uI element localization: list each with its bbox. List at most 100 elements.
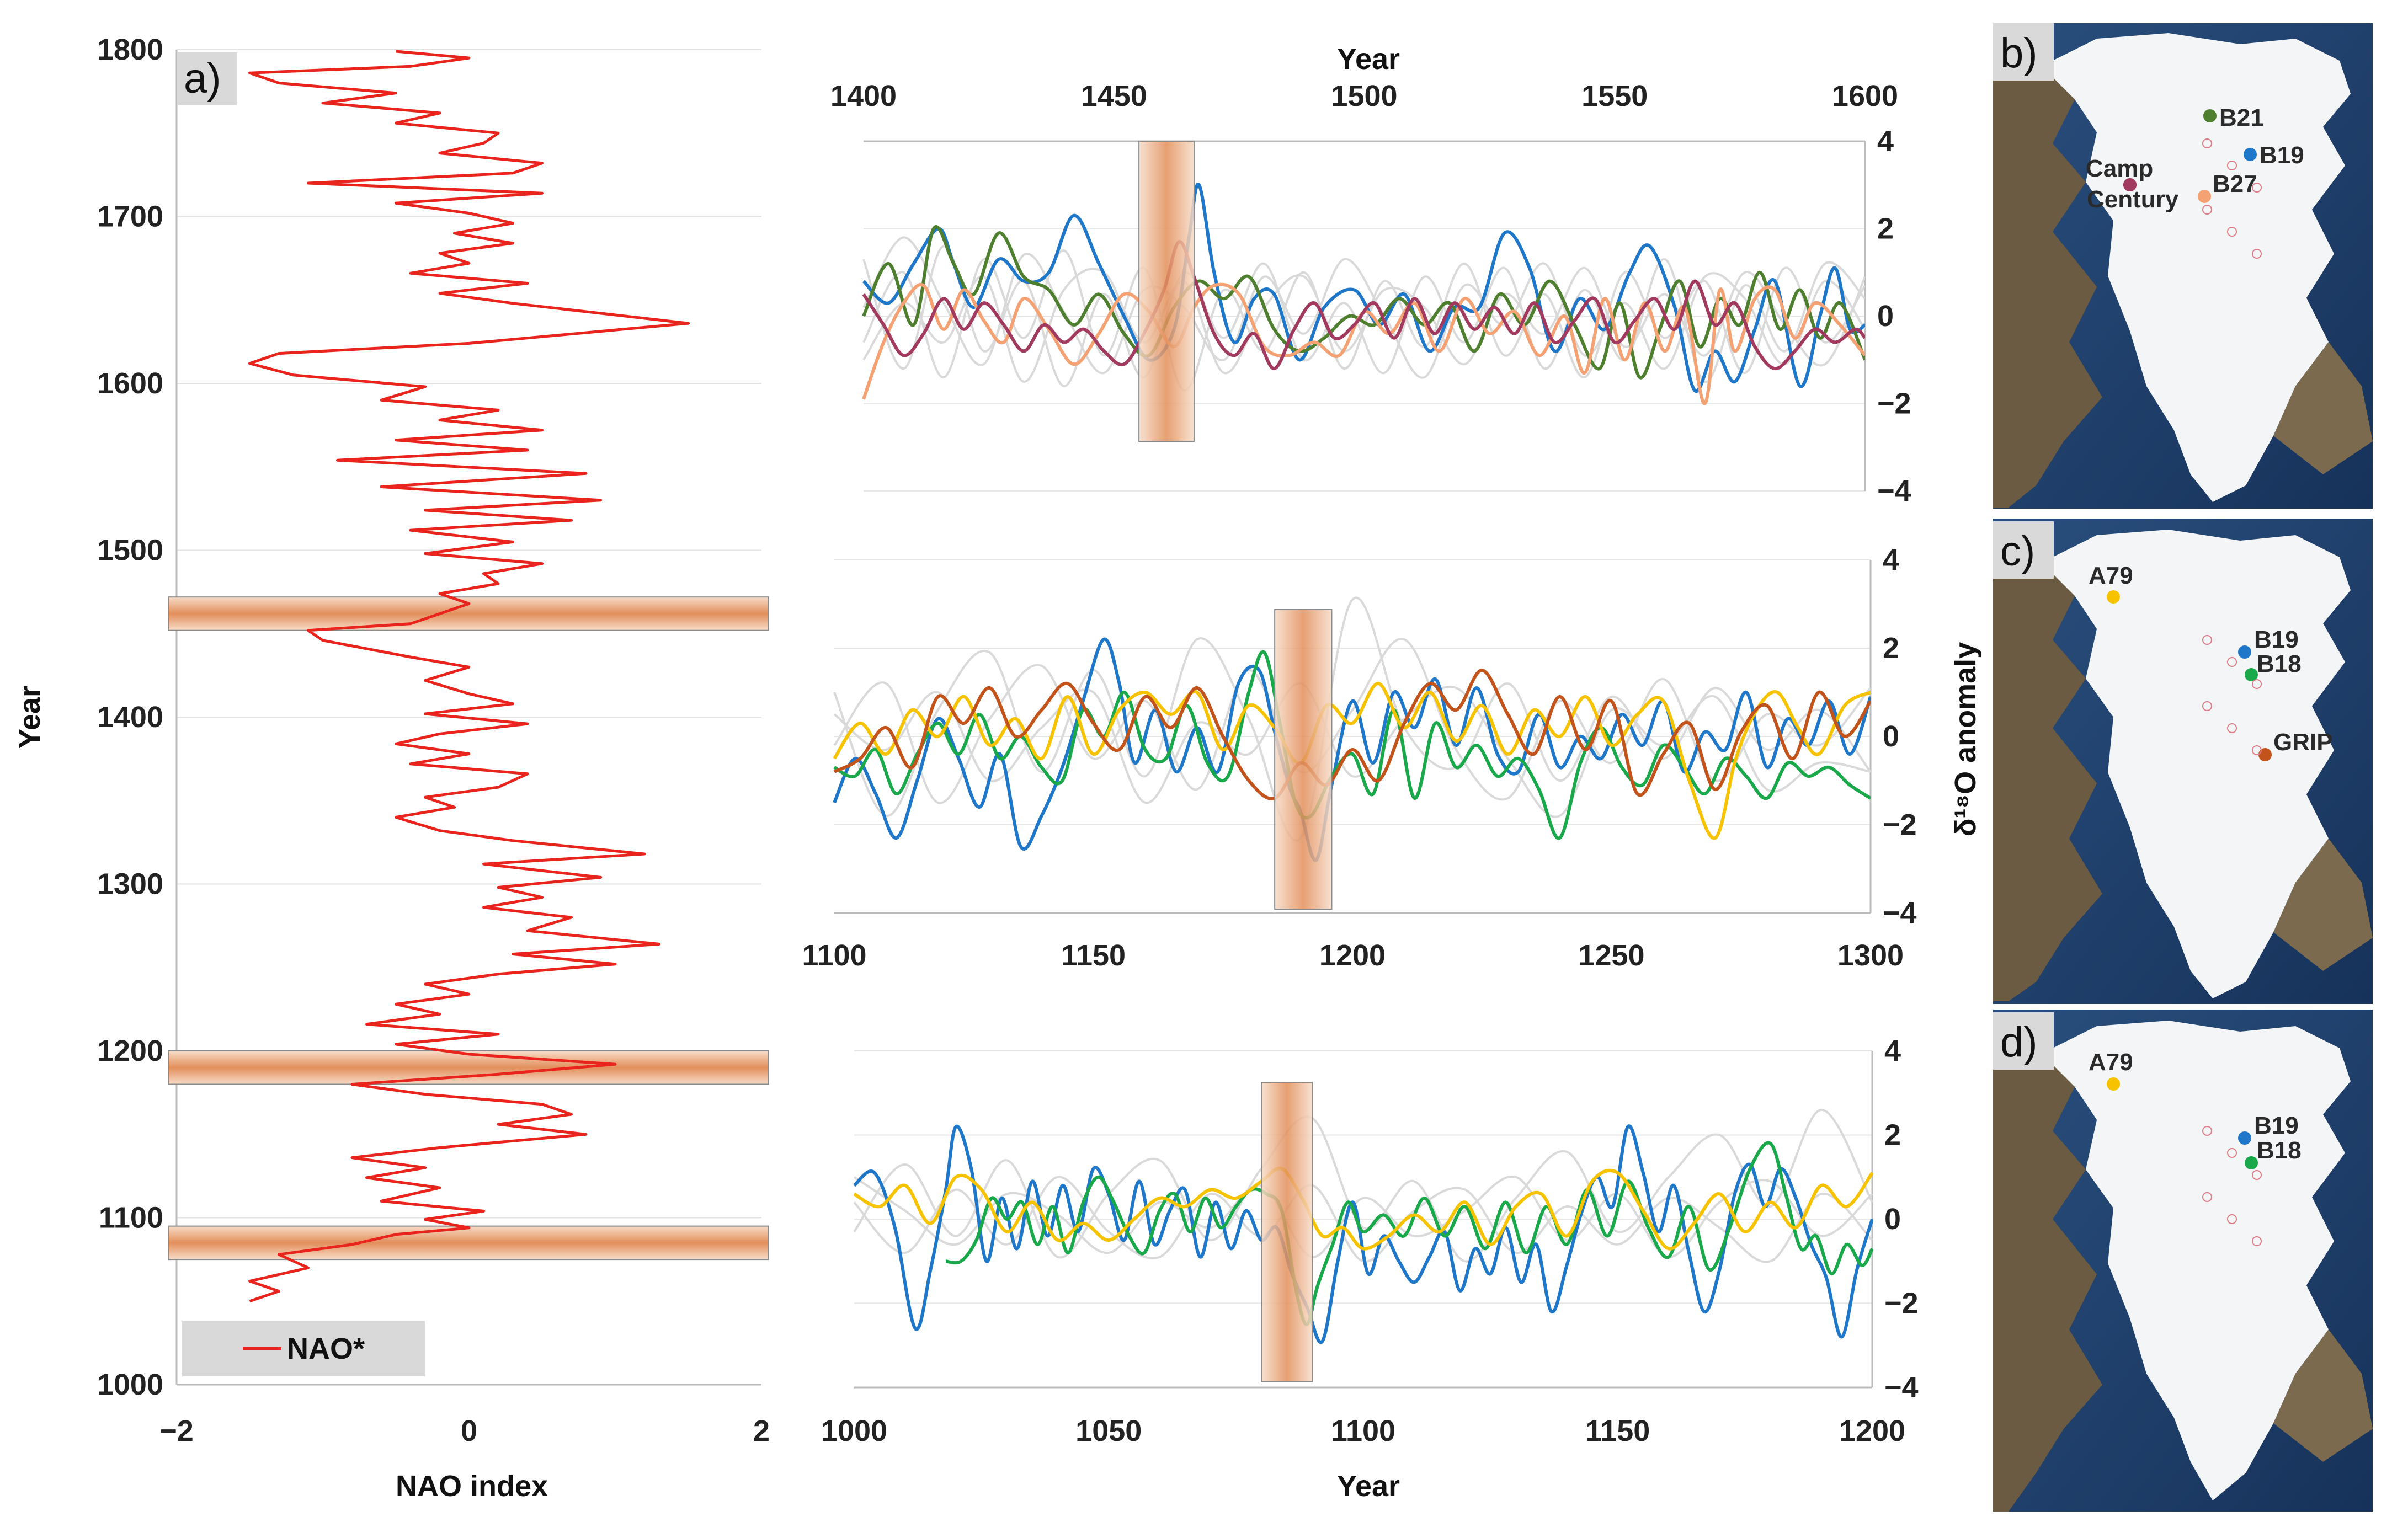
panel-b-highlight (1138, 141, 1195, 442)
drill-site-marker (2202, 1192, 2212, 1202)
map-b-land-west (1993, 61, 2102, 508)
drill-site-marker (2227, 1214, 2237, 1224)
panel-d-x-tick-label: 1100 (1331, 1414, 1395, 1448)
nao-legend-box (182, 1321, 425, 1376)
panel-c-y-tick-label: 2 (1883, 632, 1899, 665)
nao-x-axis-title: NAO index (396, 1470, 548, 1503)
drill-site-marker (2252, 249, 2262, 259)
nao-legend-label: NAO* (287, 1332, 365, 1365)
panel-a-label-box (177, 52, 237, 105)
panel-d-series (853, 1108, 1873, 1344)
nao-y-tick-label: 1100 (99, 1201, 163, 1235)
ensemble-series-line (853, 1108, 1873, 1263)
panel-d-highlight (1261, 1082, 1313, 1382)
panel-d-x-tick-label: 1150 (1585, 1414, 1650, 1448)
site-marker (2107, 590, 2120, 604)
series-line-b21 (862, 225, 1865, 380)
panel-c-x-tick-label: 1100 (802, 939, 866, 972)
drill-site-marker (2202, 635, 2212, 645)
site-marker (2238, 645, 2251, 659)
panel-d-label-box (1993, 1012, 2054, 1070)
drill-site-marker (2227, 161, 2237, 170)
site-marker (2107, 1077, 2120, 1091)
drill-site-marker (2252, 745, 2262, 755)
site-marker (2198, 190, 2211, 203)
map-d-land-west (1993, 1048, 2102, 1512)
panel-b-highlight-band (1138, 141, 1195, 442)
panel-b-label-box (1993, 23, 2054, 81)
nao-highlight-bands (168, 596, 769, 1261)
site-label: A79 (2089, 1049, 2133, 1076)
panel-c-tick-labels: −4 −2 0 2 4 1100 1150 1200 1250 1300 (802, 543, 1916, 972)
panel-b-y-tick-label: −2 (1877, 387, 1911, 420)
nao-y-tick-label: 1000 (97, 1368, 163, 1401)
panel-c-chart: −4 −2 0 2 4 1100 1150 1200 1250 1300 δ¹⁸O anomaly (802, 543, 1982, 972)
panel-b-tick-labels: −4 −2 0 2 4 1400 1450 1500 1550 1600 (830, 79, 1911, 508)
map-b-coast (2273, 342, 2373, 474)
drill-site-marker (2202, 138, 2212, 148)
series-line-b27 (862, 282, 1865, 405)
series-line-b19 (853, 1124, 1873, 1344)
nao-highlight-band (168, 1050, 769, 1085)
drill-site-marker (2252, 183, 2262, 193)
panel-c-x-tick-label: 1300 (1837, 939, 1904, 972)
site-label: B21 (2219, 104, 2264, 131)
panel-d-highlight-band (1261, 1082, 1313, 1382)
panel-b-series (862, 183, 1865, 405)
panel-d-tick-labels: −4 −2 0 2 4 1000 1050 1100 1150 1200 (821, 1034, 1919, 1448)
panel-b-x-tick-label: 1450 (1081, 79, 1147, 113)
site-label: B19 (2254, 1112, 2299, 1139)
ensemble-series-line (862, 249, 1865, 392)
panel-d-x-tick-label: 1200 (1839, 1414, 1905, 1448)
panel-c-x-tick-label: 1200 (1319, 939, 1386, 972)
nao-x-tick-label: −2 (159, 1414, 194, 1448)
drill-site-marker (2252, 1236, 2262, 1246)
delta-o18-axis-title: δ¹⁸O anomaly (1949, 642, 1982, 836)
map-d-coast (2273, 1329, 2373, 1462)
panel-c-highlight-band (1274, 609, 1333, 910)
site-label: Century (2087, 186, 2179, 213)
panel-b-y-tick-label: 2 (1877, 212, 1894, 245)
panel-d-y-tick-label: 0 (1884, 1203, 1901, 1236)
panel-b-y-tick-label: 0 (1877, 300, 1894, 333)
site-marker (2238, 1131, 2251, 1145)
panel-c-series (833, 596, 1871, 862)
site-marker (2258, 748, 2272, 761)
panel-c-x-tick-label: 1250 (1578, 939, 1644, 972)
series-line-a79 (833, 682, 1871, 840)
drill-site-marker (2227, 1148, 2237, 1158)
nao-y-tick-label: 1800 (97, 33, 163, 66)
series-line-grip (833, 669, 1871, 800)
panel-d-y-tick-label: −4 (1884, 1371, 1919, 1404)
panel-b-label: b) (2000, 30, 2038, 77)
panel-c-y-tick-label: 4 (1883, 543, 1899, 576)
map-c-land-west (1993, 557, 2102, 1001)
panel-c-gridlines (834, 559, 1872, 914)
panel-c-x-tick-label: 1150 (1061, 939, 1126, 972)
drill-site-marker (2227, 657, 2237, 667)
panel-c-label: c) (2000, 528, 2035, 575)
panel-d-x-axis-title: Year (1337, 1470, 1400, 1503)
panel-d-y-tick-label: −2 (1884, 1287, 1919, 1320)
panel-c-y-tick-label: −4 (1883, 896, 1917, 930)
panel-b-x-tick-label: 1600 (1832, 79, 1898, 113)
series-line-camp-century (862, 240, 1865, 371)
nao-tick-labels: 1000 1100 1200 1300 1400 1500 1600 1700 1800 −2 0 2 (97, 33, 770, 1448)
map-b: B21 B19 Camp Century B27 b) (1993, 23, 2373, 509)
drill-site-marker (2252, 679, 2262, 689)
drill-site-marker (2227, 723, 2237, 733)
drill-site-marker (2227, 227, 2237, 237)
panel-b-x-axis-title: Year (1337, 42, 1400, 76)
map-b-sites: B21 B19 Camp Century B27 (2086, 104, 2304, 259)
map-b-ice-sheet (2042, 33, 2351, 502)
panel-d-y-tick-label: 2 (1884, 1119, 1901, 1152)
site-marker (2245, 668, 2258, 681)
site-marker (2245, 1156, 2258, 1169)
ensemble-series-line (862, 266, 1865, 383)
nao-series (248, 50, 690, 1303)
panel-b-gridlines (864, 140, 1866, 492)
